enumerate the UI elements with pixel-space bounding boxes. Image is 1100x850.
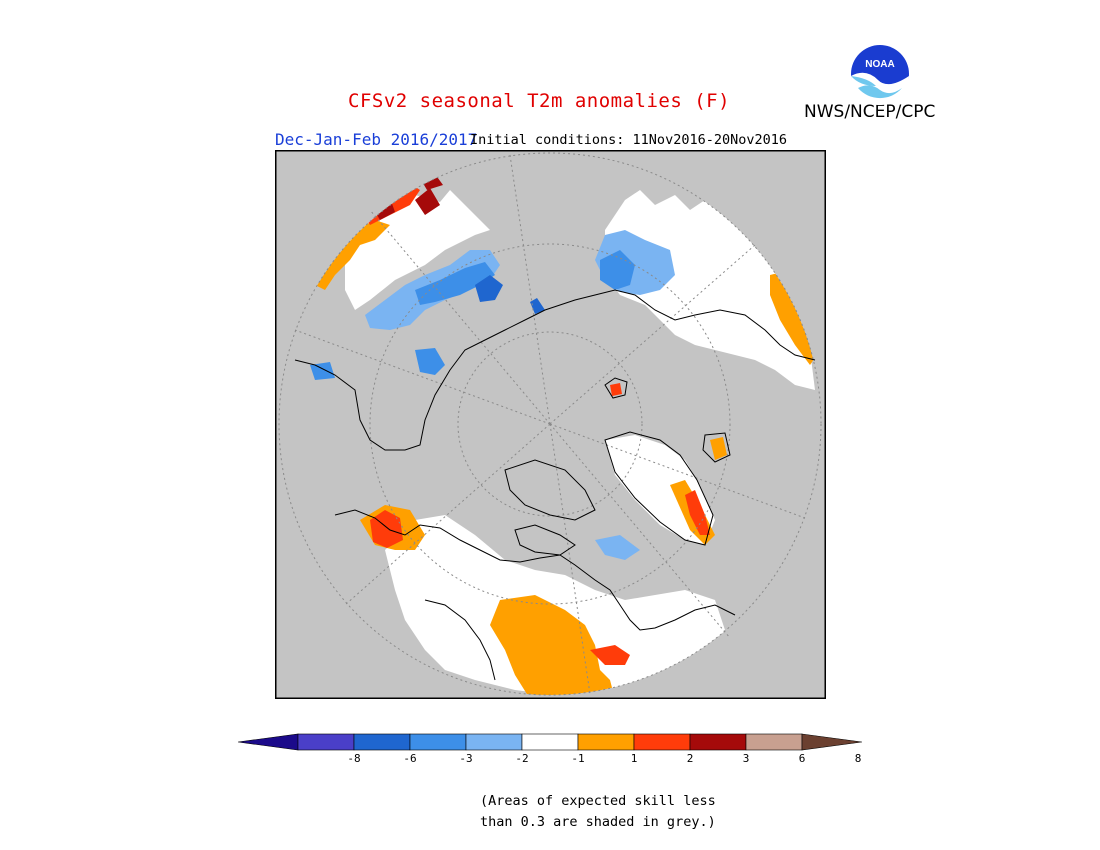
asia-blue-patch xyxy=(310,348,445,380)
colorbar-bin xyxy=(465,733,523,751)
asia-blue-mid-region xyxy=(415,262,495,305)
colorbar-tick-label: -6 xyxy=(403,752,416,765)
map-title: CFSv2 seasonal T2m anomalies (F) xyxy=(348,90,731,112)
initial-conditions-label: Initial conditions: 11Nov2016-20Nov2016 xyxy=(470,132,787,148)
colorbar-tick-label: 2 xyxy=(687,752,694,765)
alaska-red-region xyxy=(370,510,403,548)
barents-red-patch xyxy=(610,383,622,396)
skill-note: (Areas of expected skill less than 0.3 a… xyxy=(480,791,716,833)
colorbar-tick-label: -8 xyxy=(347,752,360,765)
colorbar-bin xyxy=(297,733,355,751)
colorbar-tick-label: -1 xyxy=(571,752,584,765)
colorbar-bin xyxy=(409,733,467,751)
coastlines xyxy=(294,289,816,681)
agency-label: NWS/NCEP/CPC xyxy=(804,102,936,122)
greenland-red-region xyxy=(685,490,710,535)
colorbar-arrow-high xyxy=(801,733,862,751)
colorbar-tick-label: 1 xyxy=(631,752,638,765)
graticule xyxy=(278,152,822,696)
colorbar-tick-label: 8 xyxy=(855,752,862,765)
skill-note-line2: than 0.3 are shaded in grey.) xyxy=(480,814,716,830)
colorbar-bin xyxy=(521,733,579,751)
polar-anomaly-map xyxy=(275,150,826,699)
north-america-red-region xyxy=(590,645,630,665)
colorbar-tick-label: -2 xyxy=(515,752,528,765)
colorbar-bin xyxy=(577,733,635,751)
colorbar-bin xyxy=(633,733,691,751)
asia-orange-region xyxy=(315,220,390,290)
europe-blue-mid-region xyxy=(600,250,635,290)
north-america-orange-region xyxy=(490,595,615,695)
skill-note-line1: (Areas of expected skill less xyxy=(480,793,716,809)
colorbar-bin xyxy=(745,733,803,751)
noaa-logo-text: NOAA xyxy=(865,59,894,70)
colorbar: -8 -6 -3 -2 -1 1 2 3 6 8 xyxy=(238,733,862,765)
season-label: Dec-Jan-Feb 2016/2017 xyxy=(275,130,478,149)
arctic-blue-patch xyxy=(595,535,640,560)
colorbar-tick-label: -3 xyxy=(459,752,472,765)
europe-white-region xyxy=(605,190,815,390)
colorbar-tick-label: 6 xyxy=(799,752,806,765)
asia-blue-dark-region xyxy=(475,275,545,314)
colorbar-arrow-low xyxy=(238,733,299,751)
map-frame xyxy=(275,150,826,699)
colorbar-bin xyxy=(689,733,747,751)
iceland-orange-patch xyxy=(710,437,727,460)
colorbar-tick-label: 3 xyxy=(743,752,750,765)
colorbar-bin xyxy=(353,733,411,751)
asia-darkred-region xyxy=(373,174,443,220)
europe-orange-region xyxy=(770,270,820,365)
noaa-logo: NOAA xyxy=(849,43,911,105)
asia-white-region xyxy=(345,190,490,310)
